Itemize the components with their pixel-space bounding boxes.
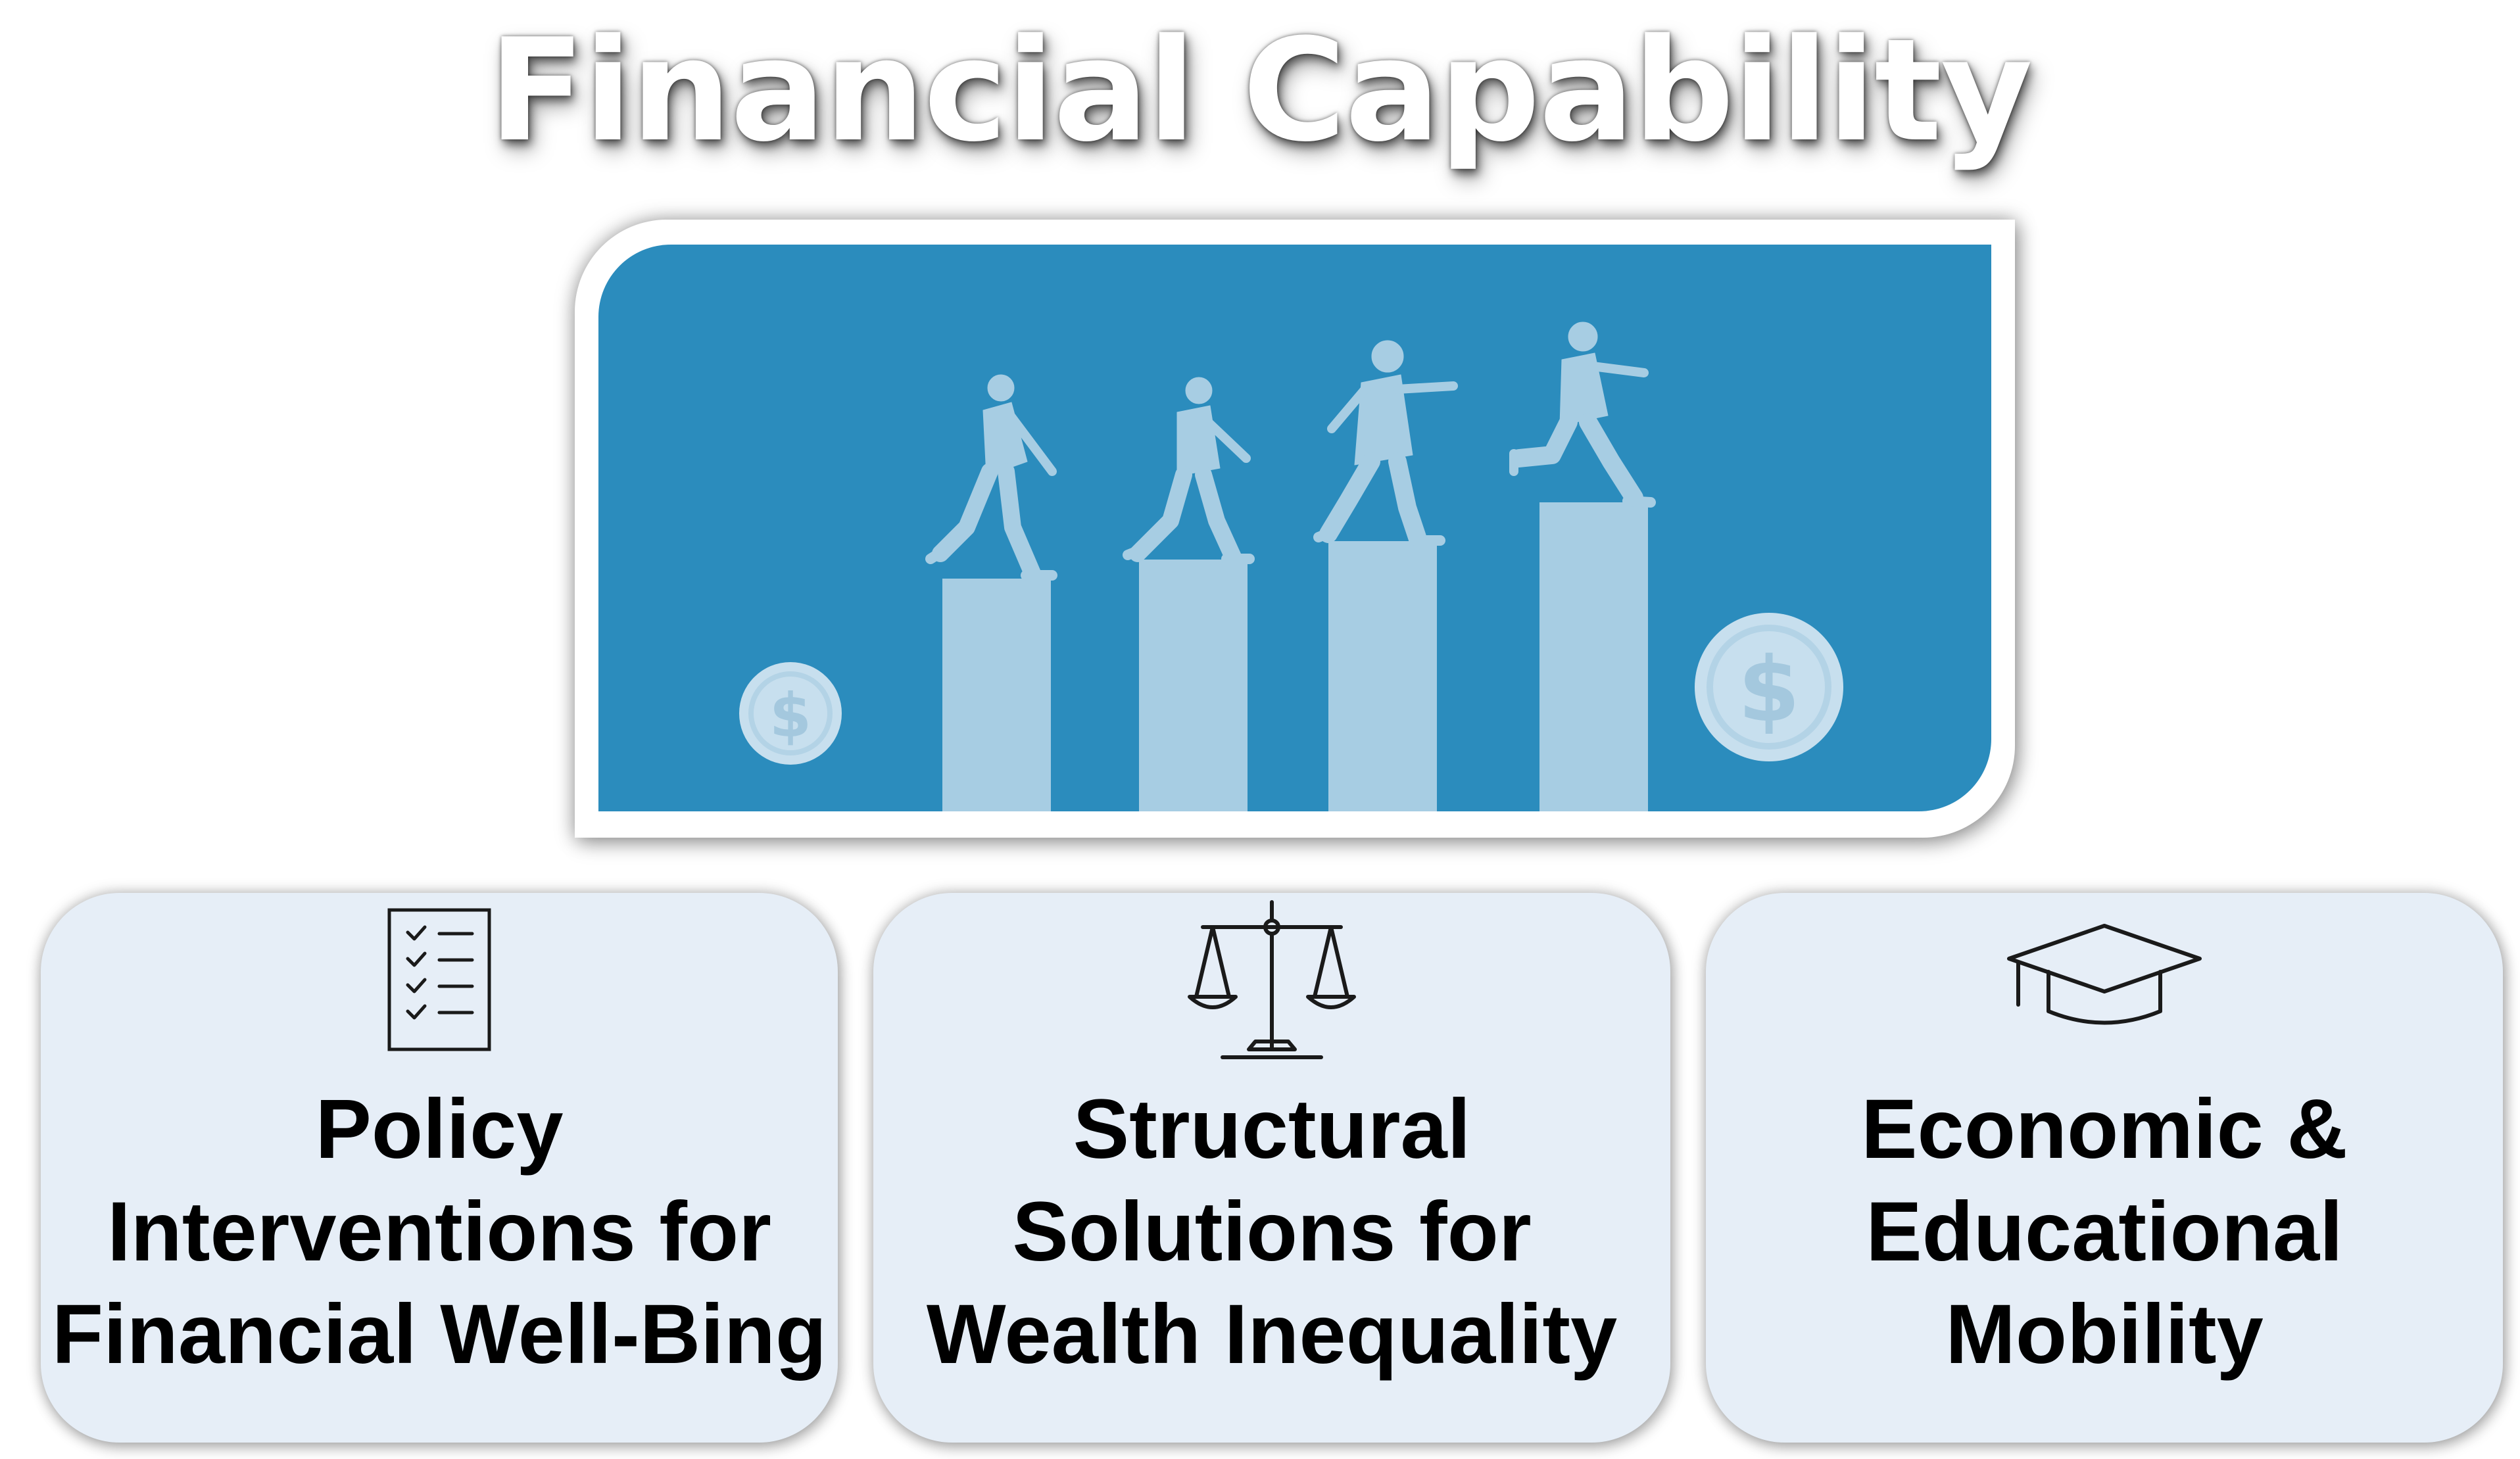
card-label-line: Mobility bbox=[1945, 1287, 2264, 1381]
diagram-title: Financial Capability bbox=[488, 8, 2033, 173]
walking-person-1-icon bbox=[925, 374, 1057, 582]
coin-small-icon: $ bbox=[739, 662, 842, 765]
walking-person-2-icon bbox=[1123, 377, 1255, 565]
step-bar-2 bbox=[1139, 560, 1248, 811]
card-structural-solutions: Structural Solutions for Wealth Inequali… bbox=[873, 893, 1670, 1443]
card-label-line: Educational bbox=[1866, 1185, 2343, 1279]
walking-person-3-icon bbox=[1313, 340, 1458, 546]
card-label-line: Interventions for bbox=[107, 1185, 771, 1279]
checklist-icon bbox=[380, 905, 498, 1056]
card-label-line: Financial Well-Bing bbox=[51, 1287, 827, 1381]
walking-person-4-icon bbox=[1509, 322, 1656, 508]
step-bar-3 bbox=[1328, 541, 1437, 811]
card-label-line: Policy bbox=[315, 1082, 564, 1176]
card-policy-interventions: Policy Interventions for Financial Well-… bbox=[41, 893, 838, 1443]
card-label-line: Structural bbox=[1073, 1082, 1471, 1176]
card-label-line: Wealth Inequality bbox=[926, 1287, 1618, 1381]
step-bar-4 bbox=[1539, 502, 1648, 811]
card-label-line: Solutions for bbox=[1012, 1185, 1532, 1279]
hero-illustration: $ $ bbox=[598, 245, 1991, 811]
card-economic-educational-mobility: Economic & Educational Mobility bbox=[1706, 893, 2503, 1443]
card-label: Structural Solutions for Wealth Inequali… bbox=[880, 1078, 1664, 1386]
coin-large-icon: $ bbox=[1695, 613, 1843, 761]
graduation-cap-icon bbox=[2002, 919, 2206, 1031]
hero-svg: $ $ bbox=[739, 322, 1843, 811]
card-label: Economic & Educational Mobility bbox=[1712, 1078, 2496, 1386]
scales-of-justice-icon bbox=[1183, 898, 1361, 1063]
card-label: Policy Interventions for Financial Well-… bbox=[47, 1078, 831, 1386]
svg-text:$: $ bbox=[769, 681, 812, 751]
step-bar-1 bbox=[942, 579, 1051, 811]
card-label-line: Economic & bbox=[1861, 1082, 2348, 1176]
svg-text:$: $ bbox=[1738, 638, 1801, 742]
